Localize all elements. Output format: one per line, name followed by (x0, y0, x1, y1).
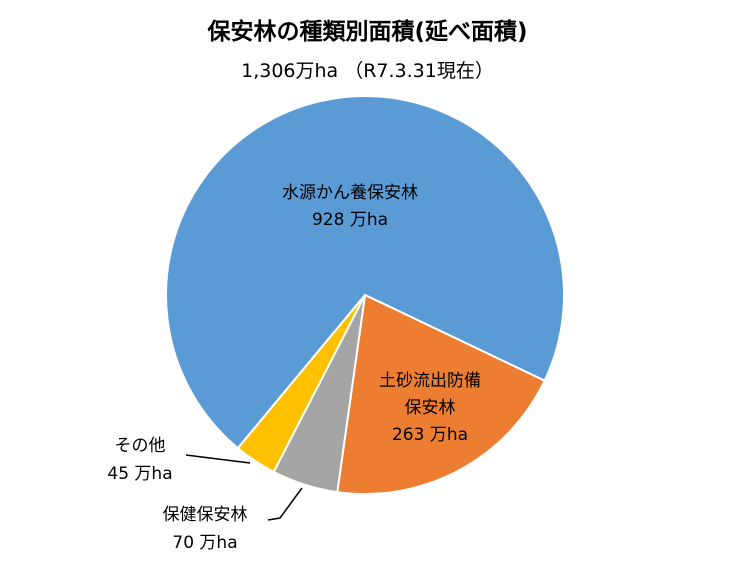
pie-slice (165, 95, 565, 450)
slice-label: 保健保安林 (162, 505, 248, 525)
chart-subtitle: 1,306万ha （R7.3.31現在） (241, 60, 494, 82)
leader-line (185, 454, 251, 464)
slice-label: 水源かん養保安林 (282, 183, 418, 203)
value-label: 45 万ha (107, 464, 173, 484)
pie-slice (236, 294, 366, 474)
value-label: 928 万ha (311, 210, 389, 230)
chart-title: 保安林の種類別面積(延べ面積) (207, 19, 528, 45)
value-label: 263 万ha (391, 425, 469, 445)
slice-label: その他 (114, 436, 166, 456)
pie-slice (336, 293, 546, 495)
leader-line (267, 487, 303, 521)
slice-label: 土砂流出防備 保安林 (379, 371, 481, 418)
value-label: 70 万ha (172, 533, 238, 553)
